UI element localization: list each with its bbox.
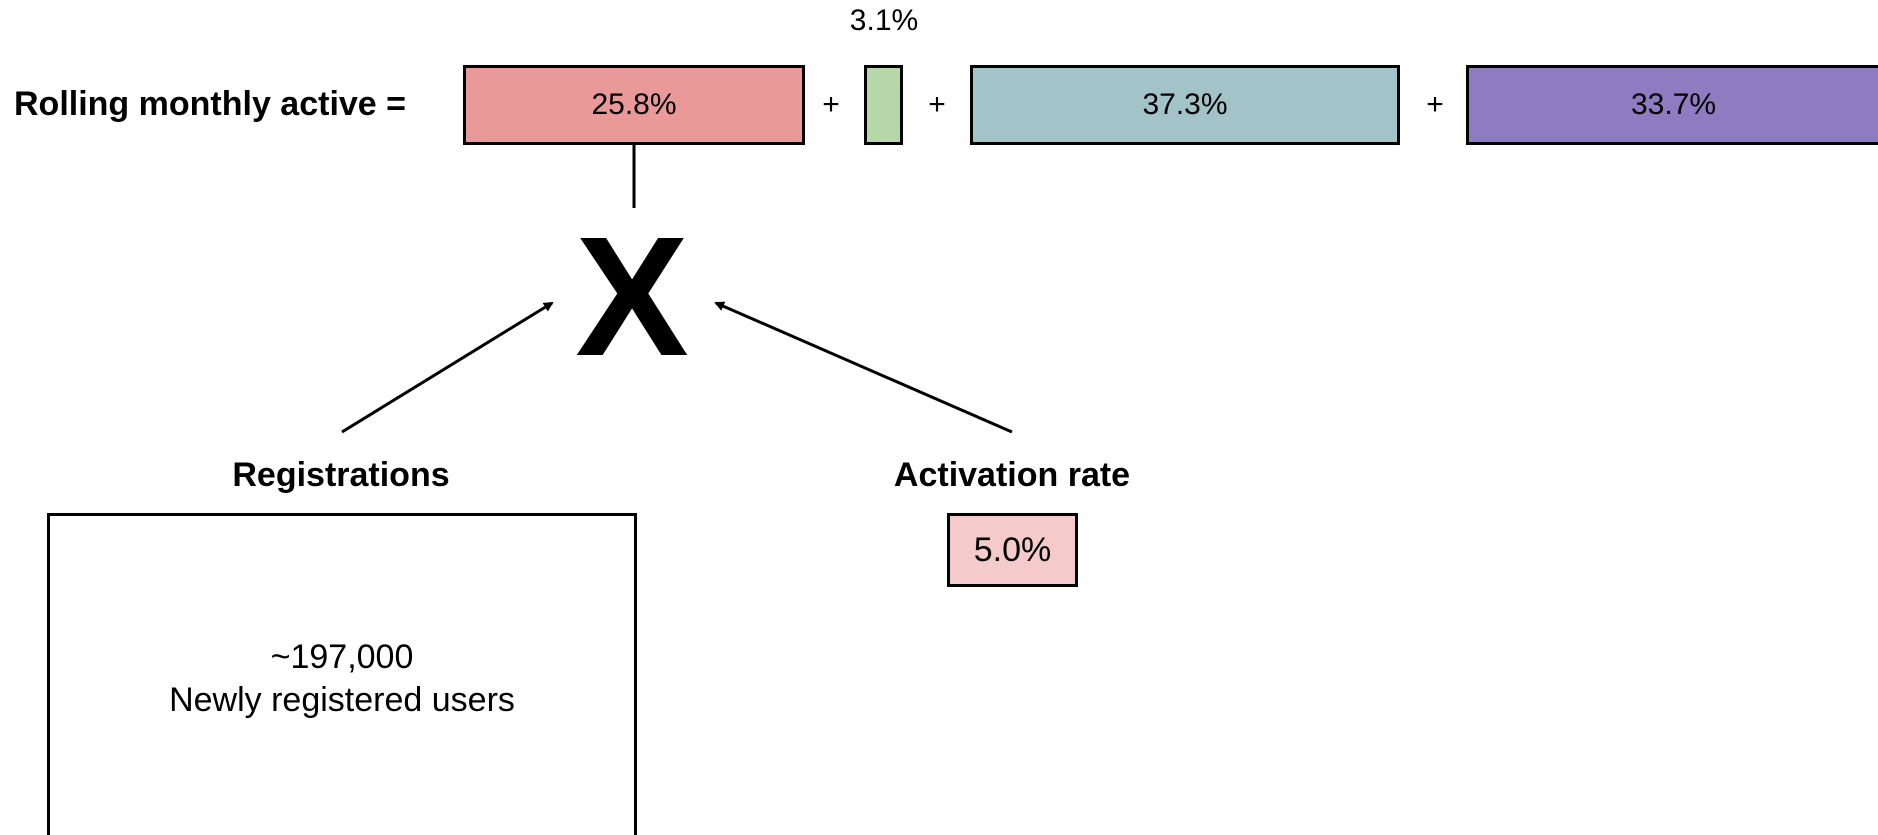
segment-1: 25.8% bbox=[463, 65, 805, 145]
activation-rate-box: 5.0% bbox=[947, 513, 1078, 587]
registrations-arrow bbox=[341, 301, 554, 434]
segment-4-value: 33.7% bbox=[1630, 88, 1717, 121]
multiply-symbol: X bbox=[575, 202, 689, 392]
registrations-heading: Registrations bbox=[232, 456, 450, 494]
segment-1-value: 25.8% bbox=[591, 88, 677, 121]
segment-2-value: 3.1% bbox=[849, 4, 919, 37]
segment-2 bbox=[864, 65, 903, 145]
plus-operator-3: + bbox=[1426, 88, 1444, 121]
equation-label: Rolling monthly active = bbox=[14, 85, 407, 123]
plus-operator-1: + bbox=[822, 88, 840, 121]
segment-3: 37.3% bbox=[970, 65, 1400, 145]
registrations-box: ~197,000 Newly registered users bbox=[47, 513, 637, 835]
registrations-value: ~197,000 bbox=[270, 638, 414, 676]
segment-4: 33.7% bbox=[1466, 65, 1878, 145]
segment-3-value: 37.3% bbox=[1142, 88, 1228, 121]
activation-rate-arrow bbox=[714, 301, 1013, 434]
plus-operator-2: + bbox=[928, 88, 946, 121]
activation-rate-heading: Activation rate bbox=[893, 456, 1131, 494]
registrations-caption: Newly registered users bbox=[169, 681, 515, 719]
